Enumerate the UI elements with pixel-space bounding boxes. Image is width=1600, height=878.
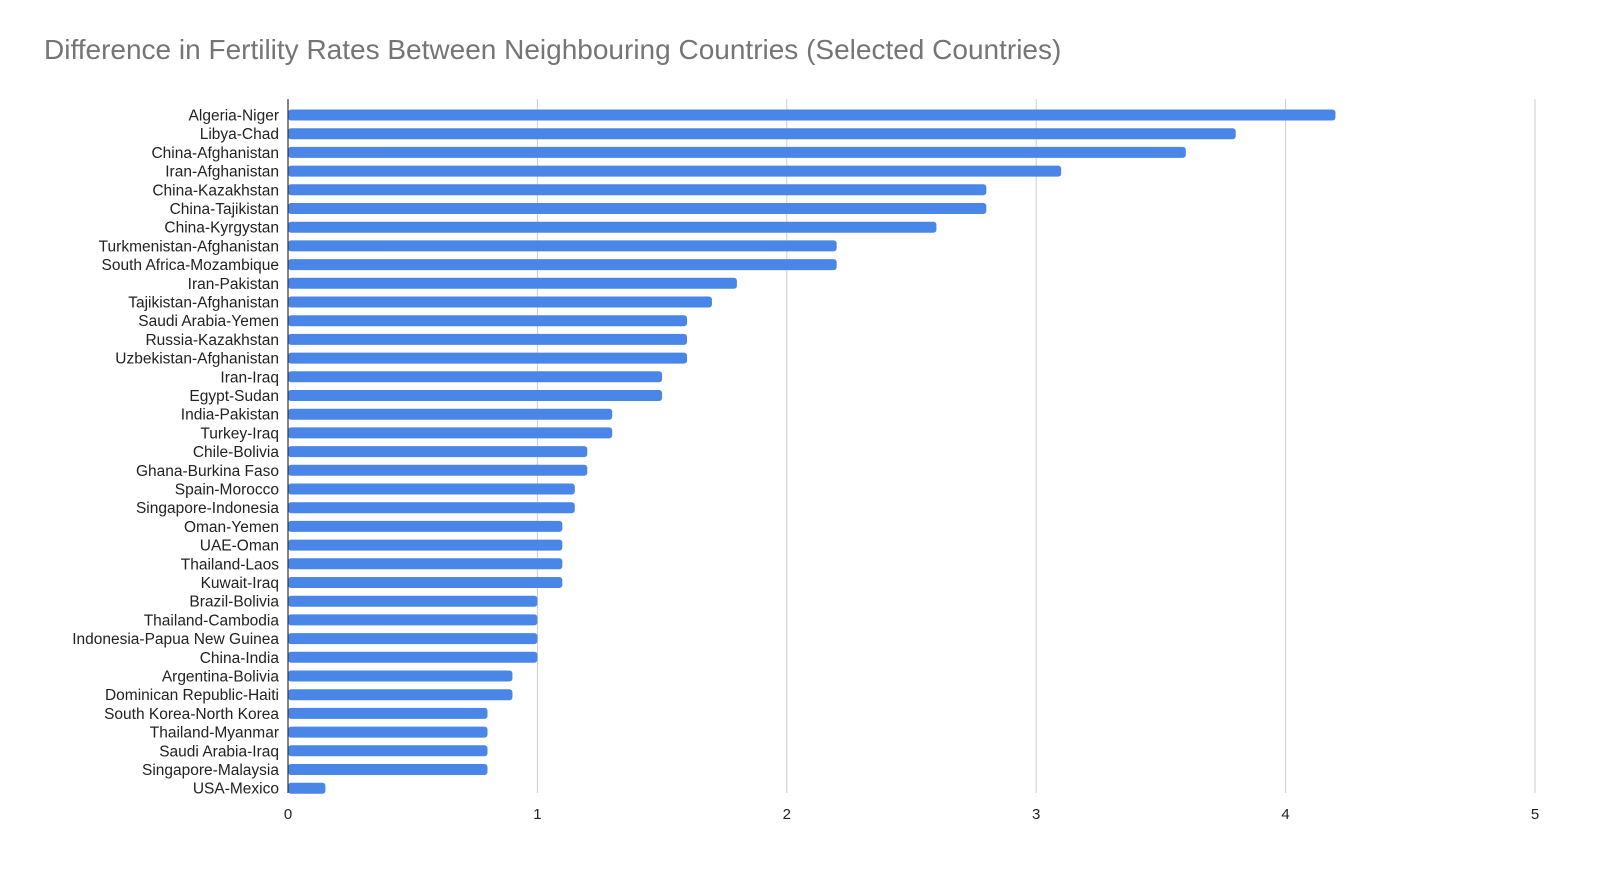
bar [288, 483, 575, 495]
x-tick-label: 0 [284, 806, 292, 823]
bar [288, 614, 538, 626]
category-label: South Korea-North Korea [104, 706, 279, 723]
bar [288, 128, 1236, 140]
bar [288, 109, 1336, 121]
category-label: Thailand-Cambodia [144, 612, 280, 629]
category-label: Spain-Morocco [175, 482, 279, 499]
bar [288, 595, 538, 607]
bar [288, 670, 513, 682]
category-label: Thailand-Laos [181, 556, 279, 573]
bars [288, 109, 1336, 794]
bar [288, 633, 538, 645]
category-label: USA-Mexico [193, 781, 279, 798]
category-label: China-Tajikistan [170, 201, 279, 218]
bar [288, 651, 538, 663]
bar [288, 539, 563, 551]
category-label: Algeria-Niger [189, 108, 279, 125]
category-label: South Africa-Mozambique [102, 257, 279, 274]
category-label: Russia-Kazakhstan [145, 332, 279, 349]
bar [288, 520, 563, 532]
bar [288, 184, 987, 196]
bar [288, 296, 712, 308]
bar [288, 764, 488, 775]
category-label: Saudi Arabia-Yemen [138, 313, 279, 330]
bar [288, 259, 837, 271]
x-tick-label: 4 [1281, 806, 1289, 823]
category-label: Oman-Yemen [184, 519, 279, 536]
x-axis-tick-labels: 0 1 2 3 4 5 [284, 806, 1539, 823]
bar [288, 408, 613, 420]
bar [288, 726, 488, 738]
category-label: UAE-Oman [200, 538, 279, 555]
category-label: Iran-Pakistan [188, 276, 279, 293]
bar [288, 427, 613, 439]
bar [288, 352, 688, 364]
category-label: China-Afghanistan [151, 145, 279, 162]
category-label: Egypt-Sudan [189, 388, 279, 405]
bar [288, 390, 663, 401]
bar [288, 203, 987, 214]
category-label: India-Pakistan [181, 407, 279, 424]
category-label: Argentina-Bolivia [162, 669, 280, 686]
category-label: Brazil-Bolivia [189, 594, 279, 611]
category-label: Uzbekistan-Afghanistan [115, 351, 279, 368]
x-tick-label: 5 [1531, 806, 1539, 823]
bar [288, 577, 563, 588]
category-label: Dominican Republic-Haiti [105, 687, 279, 704]
category-label: Indonesia-Papua New Guinea [72, 631, 279, 648]
bar [288, 782, 326, 794]
category-label: Kuwait-Iraq [201, 575, 279, 592]
bar [288, 165, 1062, 177]
bar [288, 333, 688, 345]
bar [288, 371, 663, 383]
bar [288, 707, 488, 719]
category-label: Tajikistan-Afghanistan [128, 295, 279, 312]
bar [288, 502, 575, 514]
chart-title: Difference in Fertility Rates Between Ne… [44, 34, 1062, 65]
category-label: Iran-Afghanistan [165, 164, 279, 181]
bar [288, 315, 688, 327]
category-label: China-India [200, 650, 280, 667]
bar [288, 277, 737, 289]
category-label: Turkey-Iraq [200, 425, 279, 442]
category-label: Thailand-Myanmar [150, 725, 279, 742]
x-tick-label: 3 [1032, 806, 1040, 823]
bar [288, 689, 513, 701]
x-tick-label: 2 [783, 806, 791, 823]
category-label: China-Kazakhstan [152, 182, 279, 199]
category-label: Ghana-Burkina Faso [136, 463, 279, 480]
bar [288, 146, 1186, 158]
bar [288, 446, 588, 458]
bar [288, 558, 563, 570]
x-tick-label: 1 [533, 806, 541, 823]
category-label: Libya-Chad [200, 126, 279, 143]
category-label: Singapore-Malaysia [142, 762, 279, 779]
category-label: Iran-Iraq [220, 369, 279, 386]
gridlines [536, 99, 1536, 793]
bar [288, 745, 488, 757]
bar [288, 464, 588, 476]
category-label: Singapore-Indonesia [136, 500, 279, 517]
category-label: Turkmenistan-Afghanistan [99, 238, 279, 255]
category-label: Saudi Arabia-Iraq [159, 743, 279, 760]
bar [288, 221, 937, 233]
bar [288, 240, 837, 252]
category-label: Chile-Bolivia [193, 444, 280, 461]
category-label: China-Kyrgystan [164, 220, 279, 237]
